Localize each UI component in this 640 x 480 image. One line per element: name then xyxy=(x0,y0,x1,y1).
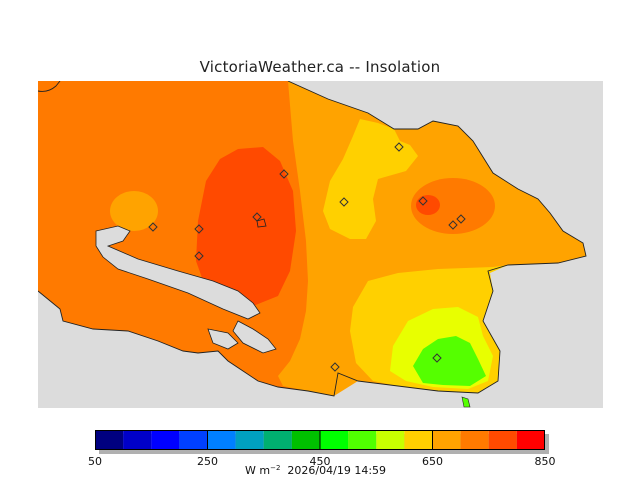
small-lake xyxy=(256,218,267,228)
contour-500 xyxy=(413,336,486,386)
diamond-icon[interactable] xyxy=(456,214,466,224)
contour-650-west xyxy=(110,191,158,231)
scale-swatch xyxy=(235,430,264,450)
scale-swatch xyxy=(516,430,545,450)
page-title: VictoriaWeather.ca -- Insolation xyxy=(199,58,441,76)
diamond-icon[interactable] xyxy=(448,220,458,230)
scale-swatch xyxy=(488,430,517,450)
contour-750-east xyxy=(416,195,440,215)
insolation-map[interactable] xyxy=(38,81,603,408)
unit-exponent: −2 xyxy=(270,464,281,472)
diamond-icon[interactable] xyxy=(279,169,289,179)
scale-swatch xyxy=(123,430,152,450)
scale-tick-label: 650 xyxy=(422,455,443,468)
scale-swatch xyxy=(291,430,320,450)
inlet-channel xyxy=(95,225,261,320)
diamond-icon[interactable] xyxy=(339,197,349,207)
scale-swatch xyxy=(376,430,405,450)
diamond-icon[interactable] xyxy=(330,362,340,372)
diamond-icon[interactable] xyxy=(432,353,442,363)
color-scale-bar xyxy=(95,430,549,454)
inlet-south xyxy=(232,320,277,354)
contour-600-north xyxy=(323,119,418,239)
scale-tick-label: 50 xyxy=(88,455,102,468)
small-island xyxy=(461,396,471,408)
scale-swatch xyxy=(432,430,461,450)
unit-base: W m xyxy=(245,464,271,477)
diamond-icon[interactable] xyxy=(194,224,204,234)
units-label: W m−2 2026/04/19 14:59 xyxy=(245,464,386,477)
station-markers xyxy=(148,142,466,372)
diamond-icon[interactable] xyxy=(148,222,158,232)
scale-swatch xyxy=(320,430,349,450)
timestamp: 2026/04/19 14:59 xyxy=(287,464,387,477)
contour-700-east xyxy=(411,178,495,234)
scale-tick-label: 450 xyxy=(309,455,331,468)
scale-swatch xyxy=(460,430,489,450)
scale-swatch xyxy=(207,430,236,450)
scale-swatch xyxy=(348,430,377,450)
scale-tick-label: 850 xyxy=(534,455,556,468)
scale-swatch xyxy=(151,430,180,450)
coastline xyxy=(38,81,587,397)
bay-south xyxy=(207,328,239,350)
diamond-icon[interactable] xyxy=(418,196,428,206)
scale-swatch xyxy=(179,430,208,450)
corner-arc xyxy=(38,81,61,92)
scale-swatch xyxy=(404,430,433,450)
diamond-icon[interactable] xyxy=(394,142,404,152)
map-svg xyxy=(38,81,603,408)
scale-tick-label: 250 xyxy=(197,455,218,468)
contour-750-west xyxy=(196,147,296,306)
diamond-icon[interactable] xyxy=(194,251,204,261)
scale-swatch xyxy=(95,430,124,450)
color-scale: 50 250 450 650 850 xyxy=(88,430,556,470)
scale-swatch xyxy=(263,430,292,450)
